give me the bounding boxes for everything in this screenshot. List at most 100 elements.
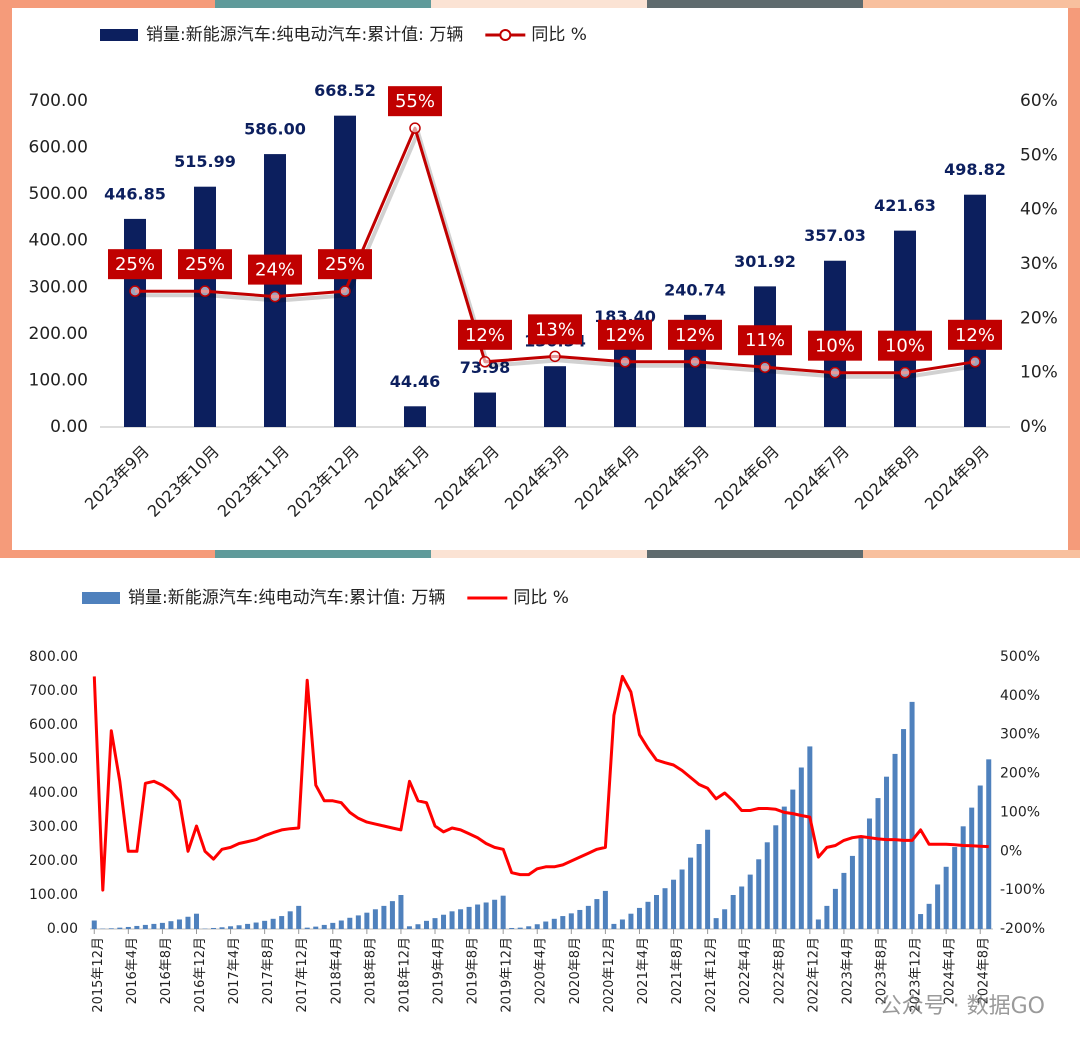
bar [824,905,830,929]
y-tick-label: 0.00 [50,417,88,437]
bar [594,899,600,929]
line-value-label: 12% [675,325,715,346]
bar [645,901,651,929]
bar [262,920,268,929]
bar [117,927,123,929]
bar [338,920,344,929]
x-tick-label: 2021年4月 [636,937,651,1004]
line-value-label: 25% [115,254,155,275]
x-tick-label: 2018年12月 [397,937,412,1013]
bar [614,341,636,427]
bar [875,798,881,929]
bar [713,918,719,929]
y-tick-label: 800.00 [29,649,78,665]
y-tick-label: 500.00 [29,184,88,204]
bar [406,926,412,929]
x-tick-label: 2024年8月 [977,937,992,1004]
legend-label: 销量:新能源汽车:纯电动汽车:累计值: 万辆 [146,25,463,45]
x-tick-label: 2017年12月 [295,937,310,1013]
x-tick-label: 2022年4月 [738,937,753,1004]
legend-swatch [82,592,120,604]
x-tick-label: 2019年12月 [500,937,515,1013]
bar [355,915,361,929]
line-marker [969,356,981,368]
bar [475,904,481,929]
bar [969,807,975,929]
bar [264,154,286,427]
bar [585,905,591,929]
line-marker [129,285,141,297]
y2-tick-label: -200% [1000,921,1045,937]
x-tick-label: 2020年4月 [534,937,549,1004]
bar-value-label: 498.82 [944,160,1006,179]
x-tick-label: 2019年8月 [466,937,481,1004]
bar [185,916,191,929]
x-tick-label: 2021年8月 [670,937,685,1004]
bar [960,826,966,929]
y2-tick-label: 10% [1020,363,1058,383]
y2-tick-label: 500% [1000,649,1040,665]
bar [773,825,779,929]
bar [381,905,387,929]
y-tick-label: 200.00 [29,324,88,344]
line-marker [409,122,421,134]
x-tick-label: 2016年8月 [159,937,174,1004]
y-tick-label: 500.00 [29,751,78,767]
y2-tick-label: 30% [1020,254,1058,274]
legend-marker [499,29,512,41]
bar [943,866,949,929]
bar [909,701,915,929]
bar [696,844,702,929]
y2-tick-label: 400% [1000,688,1040,704]
bar [142,924,148,929]
y-tick-label: 300.00 [29,819,78,835]
bar [108,928,114,929]
line-marker [199,285,211,297]
bar [211,927,217,929]
bar [398,895,404,929]
bar [544,366,566,427]
value-label-box [458,319,512,350]
bar [159,922,165,929]
y-tick-label: 200.00 [29,853,78,869]
x-tick-label: 2022年12月 [806,937,821,1013]
bar [894,230,916,427]
y-tick-label: 700.00 [29,91,88,111]
bar [449,911,455,929]
bar [577,909,583,929]
bar [279,916,285,929]
bar [952,847,958,929]
bar [543,921,549,929]
bar-value-label: 446.85 [104,184,166,203]
value-label-box [248,254,302,285]
y-tick-label: 700.00 [29,683,78,699]
bar [754,286,776,427]
line-marker [759,361,771,373]
bar-value-label: 515.99 [174,152,236,171]
bar [194,186,216,427]
line-value-label: 12% [465,325,505,346]
x-tick-label: 2017年4月 [227,937,242,1004]
bar [722,909,728,929]
line-marker [339,285,351,297]
bar [619,919,625,929]
bar [739,886,745,929]
bar [176,919,182,929]
value-label-box [318,249,372,280]
bar [245,923,251,929]
y2-tick-label: 300% [1000,727,1040,743]
value-label-box [738,325,792,356]
bar [432,918,438,929]
bar [534,924,540,929]
bar [500,895,506,929]
y2-tick-label: 20% [1020,308,1058,328]
bar [671,879,677,929]
x-tick-label: 2019年4月 [432,937,447,1004]
bar [91,920,97,929]
line-value-label: 10% [885,336,925,357]
bar [330,922,336,929]
x-tick-label: 2016年4月 [125,937,140,1004]
legend-label: 同比 % [531,25,587,45]
